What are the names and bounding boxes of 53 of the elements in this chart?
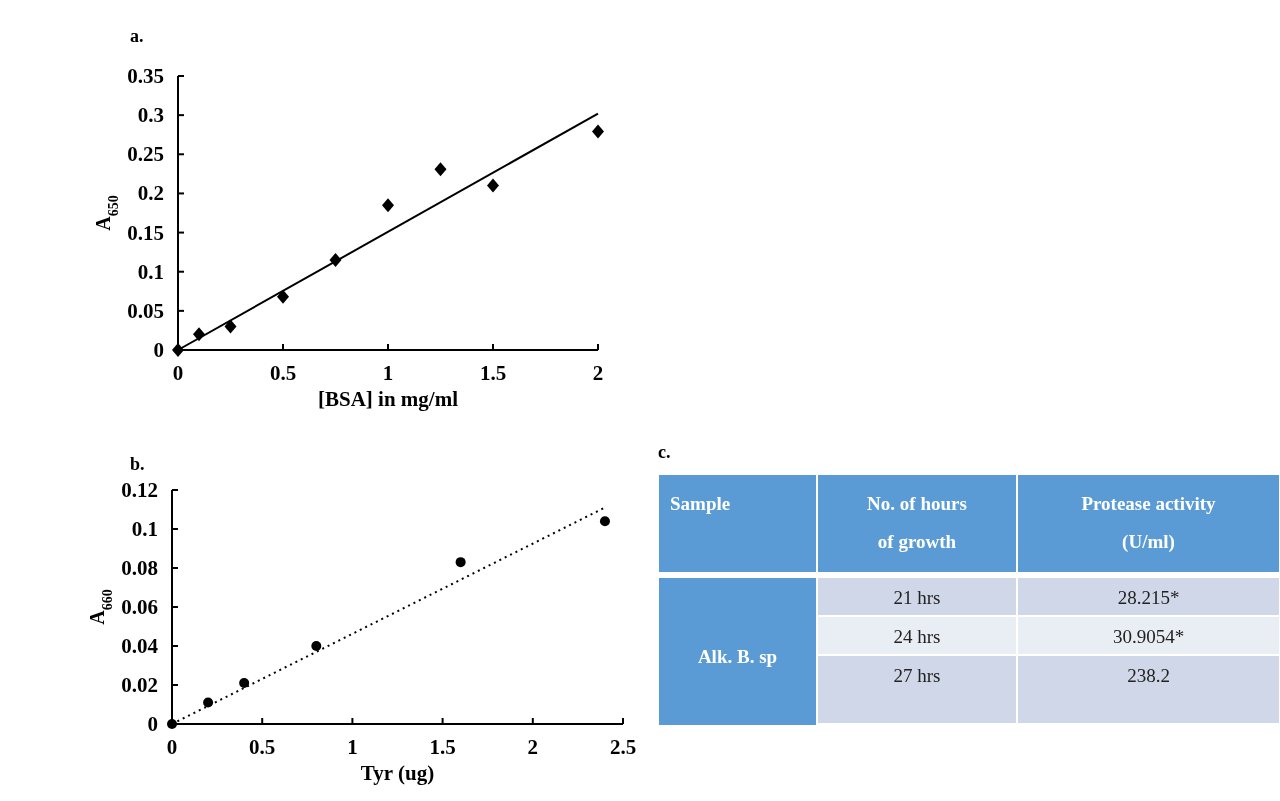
- x-tick-label: 0.5: [269, 361, 297, 385]
- point: [224, 319, 237, 334]
- x-axis-title: Tyr (ug): [360, 761, 435, 785]
- y-tick-label: 0.06: [121, 595, 158, 619]
- y-tick-label: 0.05: [127, 298, 164, 323]
- y-tick-label: 0.12: [121, 478, 158, 502]
- point: [592, 124, 604, 139]
- y-tick-label: 0.1: [131, 517, 158, 541]
- point: [434, 162, 447, 177]
- text: 30.9054*: [1112, 626, 1185, 647]
- chart-title: a.: [130, 26, 144, 46]
- y-tick-label: 0.1: [137, 259, 164, 284]
- point: [167, 719, 177, 729]
- text: 21 hrs: [893, 587, 941, 608]
- text: Sample: [670, 493, 731, 514]
- point: [599, 516, 610, 527]
- text: 28.215*: [1117, 587, 1180, 608]
- y-tick-label: 0.08: [121, 556, 158, 580]
- x-tick-label: 0.5: [249, 735, 276, 759]
- point: [455, 557, 466, 568]
- point: [277, 289, 289, 304]
- text: No. of hours of growth: [867, 493, 967, 552]
- chart-title: b.: [130, 454, 145, 474]
- text: 238.2: [1127, 665, 1170, 686]
- y-tick-label: 0.25: [127, 142, 164, 167]
- point: [382, 198, 394, 213]
- x-tick-label: 2.5: [609, 735, 637, 759]
- x-tick-label: 0: [172, 361, 184, 385]
- point: [172, 343, 184, 357]
- y-tick-label: 0: [147, 712, 158, 736]
- y-tick-label: 0.2: [137, 181, 164, 206]
- text: 27 hrs: [893, 665, 941, 686]
- x-tick-label: 1.5: [479, 361, 507, 385]
- text: c.: [658, 442, 671, 462]
- y-tick-label: 0.35: [127, 64, 164, 88]
- point: [311, 641, 322, 651]
- x-axis-title: [BSA] in mg/ml: [317, 387, 459, 411]
- y-tick-label: 0.3: [137, 103, 164, 128]
- point: [487, 178, 499, 193]
- x-tick-label: 1: [382, 361, 394, 385]
- y-tick-label: 0.04: [121, 634, 159, 658]
- x-tick-label: 1.5: [429, 735, 456, 759]
- point: [239, 678, 250, 689]
- x-tick-label: 2: [527, 735, 539, 759]
- y-tick-label: 0: [153, 338, 164, 362]
- text: Alk. B. sp: [697, 646, 778, 667]
- y-tick-label: 0.02: [121, 673, 158, 697]
- point: [203, 697, 214, 708]
- text: 24 hrs: [893, 626, 941, 647]
- x-tick-label: 1: [347, 735, 358, 759]
- y-tick-label: 0.15: [127, 220, 164, 245]
- text: Protease activity (U/ml): [1081, 493, 1217, 553]
- x-tick-label: 2: [592, 361, 604, 385]
